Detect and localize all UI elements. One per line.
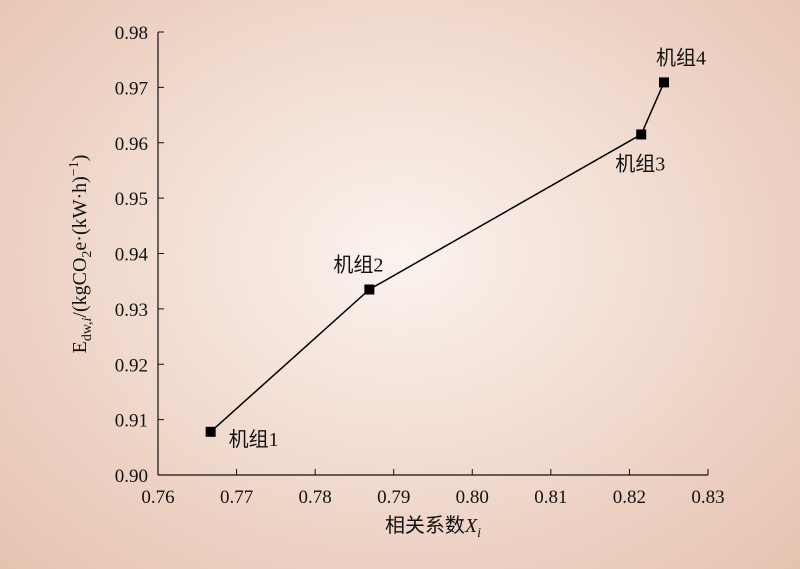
- data-point-label: 机组4: [656, 46, 706, 69]
- y-tick-label: 0.90: [115, 466, 148, 487]
- y-tick-label: 0.94: [115, 245, 149, 266]
- point-labels: 机组1 机组2 机组3 机组4: [229, 46, 706, 450]
- x-tick-label: 0.82: [613, 487, 646, 508]
- data-point-marker: [205, 426, 216, 437]
- y-axis-title-sub: dw,: [80, 321, 95, 341]
- y-axis-title-unit-c: ): [69, 155, 91, 162]
- x-axis: 0.76 0.77 0.78 0.79 0.80 0.81 0.82 0.83: [141, 469, 725, 508]
- x-axis-title-text: 相关系数: [385, 514, 465, 537]
- y-axis-title-unit-sub: 2: [80, 251, 95, 258]
- y-axis-title-sub-italic: i: [80, 317, 95, 321]
- x-axis-title: 相关系数Xi: [385, 514, 481, 541]
- y-tick-label: 0.91: [115, 411, 148, 432]
- series-line: [205, 77, 669, 437]
- x-tick-label: 0.79: [377, 487, 410, 508]
- x-tick-label: 0.76: [141, 487, 174, 508]
- data-point-label: 机组3: [615, 152, 665, 175]
- x-tick-label: 0.78: [299, 487, 332, 508]
- y-axis: 0.90 0.91 0.92 0.93 0.94 0.95 0.96 0.97 0.98: [115, 23, 164, 487]
- x-tick-label: 0.81: [534, 487, 567, 508]
- x-axis-title-var: X: [464, 515, 478, 537]
- y-tick-label: 0.93: [115, 300, 148, 321]
- y-axis-title-main: E: [69, 341, 91, 353]
- data-point-marker: [636, 129, 647, 140]
- y-axis-title-unit-a: /(kgCO: [69, 258, 91, 318]
- data-point-marker: [364, 284, 375, 295]
- y-axis-title-unit-sup: −1: [67, 161, 82, 176]
- y-tick-label: 0.96: [115, 134, 148, 155]
- y-tick-label: 0.97: [115, 78, 148, 99]
- y-axis-title: Edw,i/(kgCO2e·(kW·h)−1): [67, 155, 95, 354]
- y-tick-label: 0.95: [115, 189, 148, 210]
- x-tick-label: 0.80: [456, 487, 489, 508]
- data-point-marker: [659, 77, 669, 88]
- data-point-label: 机组2: [333, 253, 383, 276]
- y-tick-label: 0.98: [115, 23, 148, 44]
- x-tick-label: 0.77: [220, 487, 253, 508]
- x-axis-title-sub: i: [477, 526, 481, 541]
- y-tick-label: 0.92: [115, 355, 148, 376]
- series-polyline: [210, 82, 665, 433]
- data-point-label: 机组1: [229, 428, 279, 451]
- y-axis-title-unit-b: e·(kW·h): [69, 176, 91, 250]
- x-tick-label: 0.83: [691, 487, 724, 508]
